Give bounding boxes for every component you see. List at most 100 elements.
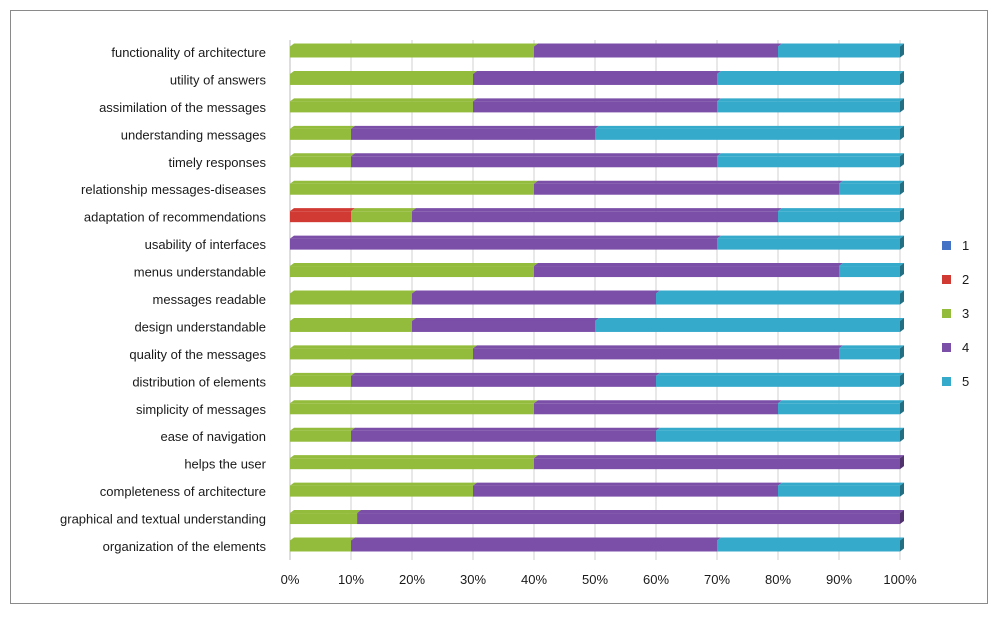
bar-segment-4 — [351, 153, 721, 168]
bar-front — [290, 403, 534, 415]
category-label: graphical and textual understanding — [60, 512, 266, 527]
bar-top — [473, 482, 782, 486]
bar-segment-4 — [534, 43, 782, 58]
bar-segment-5 — [717, 70, 904, 85]
bar-segment-5 — [717, 153, 904, 168]
bar-side — [900, 317, 904, 332]
bar-front — [290, 238, 717, 250]
bar-side — [900, 153, 904, 168]
bar-top — [290, 482, 477, 486]
bar-top — [717, 235, 904, 239]
bar-top — [290, 208, 355, 212]
bar-front — [534, 46, 778, 58]
bar-top — [595, 125, 904, 129]
bar-top — [717, 537, 904, 541]
bar-side — [900, 290, 904, 305]
legend-item-5: 5 — [942, 374, 969, 389]
bar-front — [717, 73, 900, 85]
bar-segment-4 — [534, 455, 904, 470]
bar-top — [534, 263, 843, 267]
bar-front — [778, 485, 900, 497]
x-tick-label: 20% — [399, 572, 425, 587]
bar-segment-3 — [290, 372, 355, 387]
bar-front — [290, 458, 534, 470]
category-label: adaptation of recommendations — [84, 210, 267, 225]
x-tick-labels: 0% 10% 20% 30% 40% 50% 60% 70% 80% 90% 100% — [281, 572, 917, 587]
category-label: relationship messages-diseases — [81, 182, 266, 197]
bar-side — [900, 400, 904, 415]
bar-side — [900, 372, 904, 387]
bar-top — [357, 510, 905, 514]
category-labels: functionality of architecture utility of … — [60, 45, 267, 554]
bar-segment-3 — [290, 153, 355, 168]
category-label: usability of interfaces — [145, 237, 267, 252]
bar-top — [717, 70, 904, 74]
category-label: ease of navigation — [160, 429, 266, 444]
bar-front — [839, 266, 900, 278]
x-tick-label: 50% — [582, 572, 608, 587]
legend-item-3: 3 — [942, 306, 969, 321]
bar-front — [351, 128, 595, 140]
bar-segment-4 — [412, 290, 660, 305]
bar-top — [351, 372, 660, 376]
bar-front — [290, 320, 412, 332]
bar-front — [717, 101, 900, 113]
category-label: timely responses — [168, 155, 266, 170]
bar-segment-4 — [534, 400, 782, 415]
legend-label: 4 — [962, 340, 969, 355]
bar-top — [656, 372, 904, 376]
bar-segment-4 — [473, 345, 843, 360]
bar-front — [839, 183, 900, 195]
bar-front — [290, 293, 412, 305]
bar-front — [290, 211, 351, 223]
bar-segment-2 — [290, 208, 355, 223]
bar-top — [473, 345, 843, 349]
bar-segment-3 — [351, 208, 416, 223]
bar-front — [656, 375, 900, 387]
legend-item-4: 4 — [942, 340, 969, 355]
bar-segment-3 — [290, 263, 538, 278]
bar-top — [656, 290, 904, 294]
category-label: understanding messages — [121, 127, 267, 142]
bar-front — [473, 73, 717, 85]
bar-side — [900, 98, 904, 113]
bar-side — [900, 537, 904, 552]
bar-segment-5 — [595, 317, 904, 332]
legend-label: 2 — [962, 272, 969, 287]
bar-segment-3 — [290, 345, 477, 360]
bar-top — [351, 125, 599, 129]
bar-top — [412, 290, 660, 294]
bar-side — [900, 208, 904, 223]
bar-segment-3 — [290, 400, 538, 415]
bar-segment-3 — [290, 98, 477, 113]
bar-segment-3 — [290, 510, 362, 525]
bar-segment-3 — [290, 43, 538, 58]
bar-side — [900, 427, 904, 442]
bar-front — [595, 128, 900, 140]
bar-segment-3 — [290, 317, 416, 332]
legend-label: 5 — [962, 374, 969, 389]
bar-top — [412, 208, 782, 212]
bar-front — [778, 211, 900, 223]
bar-segment-5 — [839, 180, 904, 195]
bar-top — [534, 180, 843, 184]
bar-front — [290, 128, 351, 140]
category-label: simplicity of messages — [136, 402, 267, 417]
bars — [290, 43, 905, 552]
bar-side — [900, 510, 904, 525]
category-label: completeness of architecture — [100, 484, 266, 499]
bar-top — [351, 537, 721, 541]
legend-swatch — [942, 377, 951, 386]
bar-side — [900, 180, 904, 195]
bar-top — [290, 290, 416, 294]
bar-front — [656, 430, 900, 442]
bar-segment-4 — [412, 208, 782, 223]
bar-top — [290, 455, 538, 459]
x-tick-label: 10% — [338, 572, 364, 587]
bar-segment-4 — [473, 482, 782, 497]
bar-segment-4 — [290, 235, 721, 250]
legend-swatch — [942, 241, 951, 250]
bar-front — [290, 540, 351, 552]
bar-top — [534, 43, 782, 47]
